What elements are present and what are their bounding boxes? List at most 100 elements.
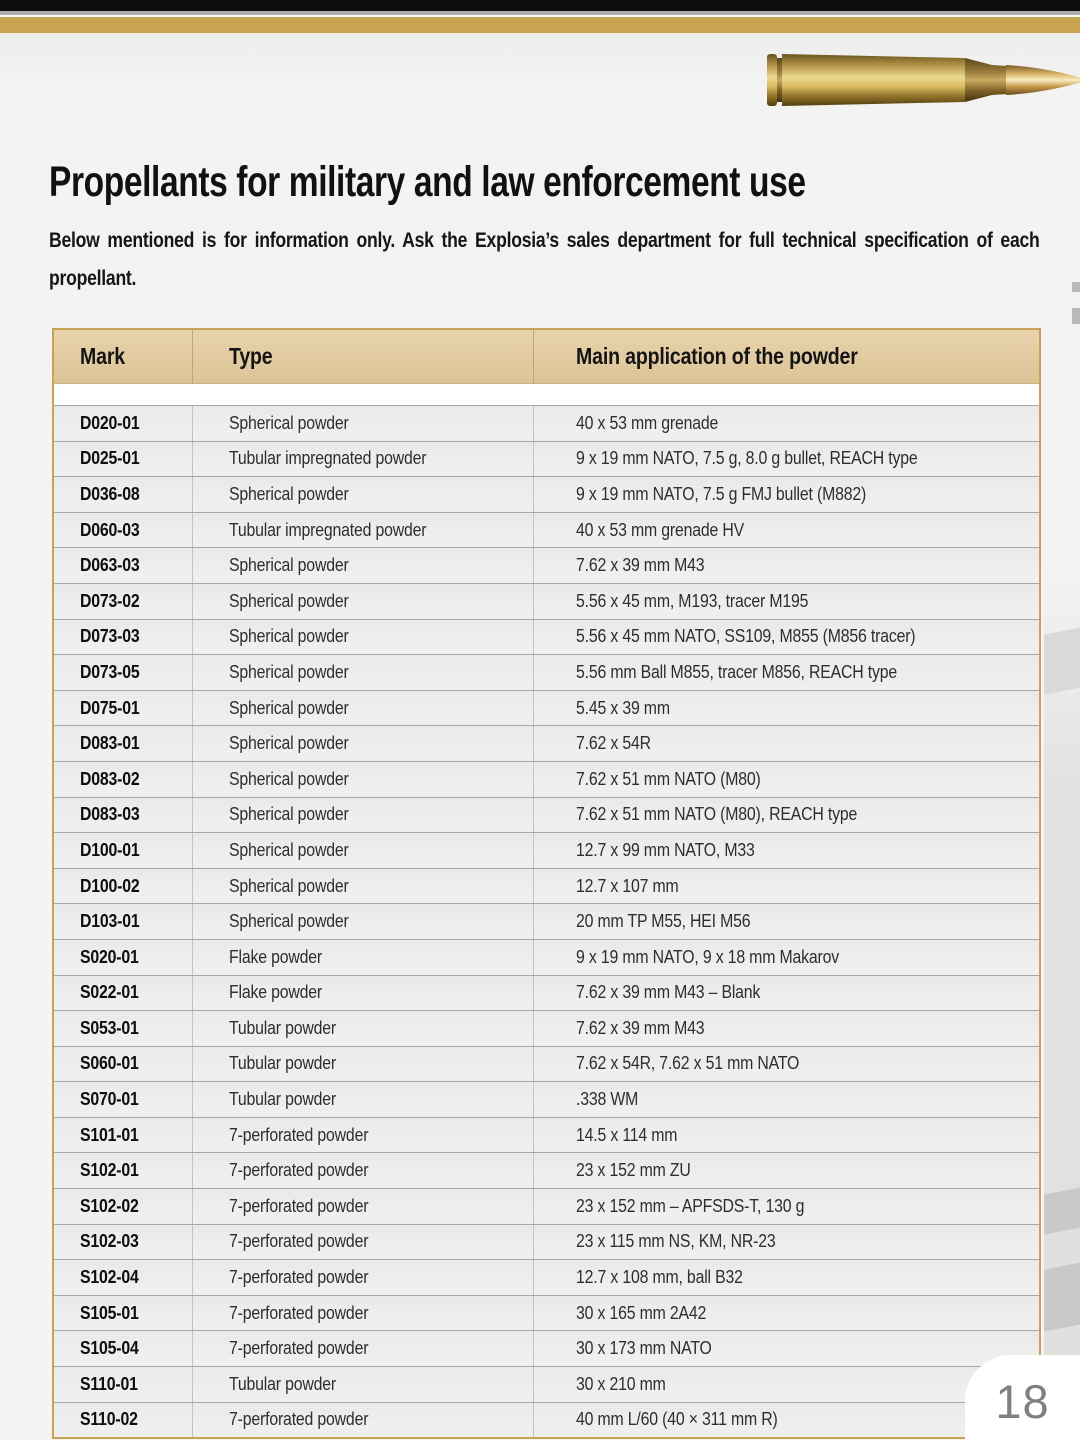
cell-application: 30 x 210 mm (533, 1367, 1039, 1402)
table-row: S060-01 Tubular powder 7.62 x 54R, 7.62 … (54, 1045, 1039, 1082)
cell-application: 12.7 x 107 mm (533, 868, 1039, 904)
cell-type: Spherical powder (192, 797, 533, 833)
cell-type: Spherical powder (192, 904, 533, 939)
cell-type: Flake powder (192, 975, 533, 1011)
table-spacer-row (54, 384, 1039, 405)
diagonal-band (1044, 1259, 1080, 1333)
cell-mark: D036-08 (80, 483, 140, 504)
cell-mark: D083-02 (80, 768, 140, 789)
cell-type: Tubular impregnated powder (192, 441, 533, 477)
page-title: Propellants for military and law enforce… (49, 158, 806, 206)
cell-mark: S102-02 (80, 1195, 139, 1216)
table-row: D083-03 Spherical powder 7.62 x 51 mm NA… (54, 796, 1039, 833)
cell-application: 23 x 152 mm – APFSDS-T, 130 g (533, 1189, 1039, 1224)
cell-type: 7-perforated powder (192, 1153, 533, 1189)
table-row: S102-01 7-perforated powder 23 x 152 mm … (54, 1152, 1039, 1189)
table-row: S022-01 Flake powder 7.62 x 39 mm M43 – … (54, 974, 1039, 1011)
table-row: S102-04 7-perforated powder 12.7 x 108 m… (54, 1259, 1039, 1295)
cell-application: 9 x 19 mm NATO, 7.5 g, 8.0 g bullet, REA… (533, 441, 1039, 477)
table-row: D036-08 Spherical powder 9 x 19 mm NATO,… (54, 476, 1039, 512)
table-row: S020-01 Flake powder 9 x 19 mm NATO, 9 x… (54, 938, 1039, 975)
subtitle-line-1: Below mentioned is for information only.… (49, 229, 1040, 252)
cell-application: 7.62 x 54R, 7.62 x 51 mm NATO (533, 1046, 1039, 1082)
cell-mark: D073-02 (80, 590, 140, 611)
cell-type: Tubular powder (192, 1367, 533, 1402)
cell-mark: S102-04 (80, 1267, 139, 1288)
cell-mark: D073-05 (80, 661, 140, 682)
cell-application: 23 x 115 mm NS, KM, NR-23 (533, 1224, 1039, 1260)
cell-mark: D100-02 (80, 875, 140, 896)
cell-mark: D075-01 (80, 697, 140, 718)
cell-mark: S022-01 (80, 982, 139, 1003)
cell-type: 7-perforated powder (192, 1331, 533, 1367)
table-row: D103-01 Spherical powder 20 mm TP M55, H… (54, 903, 1039, 939)
cartridge-image (767, 54, 1080, 106)
top-white-stripe (0, 15, 1080, 17)
table-row: S053-01 Tubular powder 7.62 x 39 mm M43 (54, 1010, 1039, 1046)
cell-application: 12.7 x 99 mm NATO, M33 (533, 833, 1039, 868)
cell-type: 7-perforated powder (192, 1117, 533, 1153)
cell-mark: S110-02 (80, 1409, 138, 1430)
top-black-bar (0, 0, 1080, 11)
cell-type: Flake powder (192, 939, 533, 975)
table-row: D073-03 Spherical powder 5.56 x 45 mm NA… (54, 618, 1039, 655)
table-row: D083-02 Spherical powder 7.62 x 51 mm NA… (54, 760, 1039, 797)
page-number-card: 18 (965, 1355, 1080, 1440)
cell-type: 7-perforated powder (192, 1260, 533, 1295)
cell-mark: S101-01 (80, 1124, 139, 1145)
table-row: D075-01 Spherical powder 5.45 x 39 mm (54, 689, 1039, 726)
column-header-type: Type (192, 330, 533, 383)
table-row: D100-01 Spherical powder 12.7 x 99 mm NA… (54, 832, 1039, 868)
edge-mark (1072, 282, 1080, 292)
cell-mark: D083-03 (80, 804, 140, 825)
cell-mark: S105-01 (80, 1302, 139, 1323)
cell-application: 7.62 x 51 mm NATO (M80), REACH type (533, 797, 1039, 833)
table-row: D025-01 Tubular impregnated powder 9 x 1… (54, 440, 1039, 477)
cell-application: 7.62 x 54R (533, 726, 1039, 761)
cell-type: Spherical powder (192, 548, 533, 583)
top-gray-stripe (0, 11, 1080, 15)
cell-type: Spherical powder (192, 690, 533, 726)
cell-mark: S102-03 (80, 1231, 139, 1252)
cell-application: 7.62 x 51 mm NATO (M80) (533, 761, 1039, 797)
cell-mark: D025-01 (80, 448, 140, 469)
cell-mark: S020-01 (80, 946, 139, 967)
table-row: S105-04 7-perforated powder 30 x 173 mm … (54, 1330, 1039, 1367)
cell-application: .338 WM (533, 1082, 1039, 1117)
cell-application: 40 x 53 mm grenade (533, 406, 1039, 441)
table-row: S102-03 7-perforated powder 23 x 115 mm … (54, 1223, 1039, 1260)
column-header-mark: Mark (80, 343, 125, 369)
diagonal-band (1044, 624, 1080, 696)
cell-mark: D020-01 (80, 412, 140, 433)
cell-application: 5.56 mm Ball M855, tracer M856, REACH ty… (533, 655, 1039, 690)
cell-type: Spherical powder (192, 868, 533, 904)
cell-type: Tubular impregnated powder (192, 512, 533, 548)
table-row: S110-02 7-perforated powder 40 mm L/60 (… (54, 1401, 1039, 1438)
right-edge-graphic (1044, 560, 1080, 1356)
cell-application: 40 mm L/60 (40 × 311 mm R) (533, 1402, 1039, 1438)
page-subtitle: Below mentioned is for information only.… (49, 222, 1040, 298)
table-row: D060-03 Tubular impregnated powder 40 x … (54, 511, 1039, 548)
table-row: S102-02 7-perforated powder 23 x 152 mm … (54, 1188, 1039, 1224)
cell-application: 7.62 x 39 mm M43 – Blank (533, 975, 1039, 1011)
cell-application: 12.7 x 108 mm, ball B32 (533, 1260, 1039, 1295)
cell-type: Spherical powder (192, 583, 533, 619)
cell-application: 5.56 x 45 mm, M193, tracer M195 (533, 583, 1039, 619)
table-row: S110-01 Tubular powder 30 x 210 mm (54, 1366, 1039, 1402)
cell-type: 7-perforated powder (192, 1189, 533, 1224)
top-gold-stripe (0, 17, 1080, 33)
cell-mark: S060-01 (80, 1053, 139, 1074)
cell-mark: D103-01 (80, 911, 140, 932)
cell-mark: D063-03 (80, 555, 140, 576)
cell-application: 7.62 x 39 mm M43 (533, 1011, 1039, 1046)
diagonal-band (1044, 1184, 1080, 1236)
cell-type: Tubular powder (192, 1011, 533, 1046)
cell-mark: D060-03 (80, 519, 140, 540)
cell-mark: D073-03 (80, 626, 140, 647)
cell-application: 5.56 x 45 mm NATO, SS109, M855 (M856 tra… (533, 619, 1039, 655)
page-number: 18 (995, 1375, 1050, 1428)
cell-type: Spherical powder (192, 726, 533, 761)
cell-mark: S110-01 (80, 1373, 138, 1394)
cell-application: 30 x 173 mm NATO (533, 1331, 1039, 1367)
cell-application: 9 x 19 mm NATO, 9 x 18 mm Makarov (533, 939, 1039, 975)
